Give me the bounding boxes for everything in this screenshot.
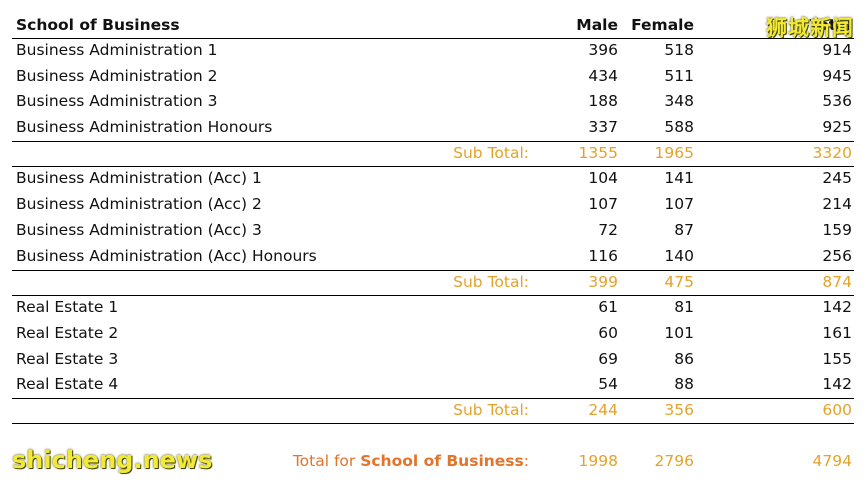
grand-total-prefix: Total for	[292, 452, 361, 470]
program-name: Business Administration (Acc) 3	[16, 221, 262, 239]
total-count: 536	[822, 92, 852, 110]
program-name: Business Administration 1	[16, 41, 218, 59]
female-count: 588	[664, 118, 694, 136]
subtotal-label: Sub Total:	[453, 401, 529, 419]
female-count: 88	[674, 375, 694, 393]
subtotal-male: 244	[588, 401, 618, 419]
table-row: Business Administration 3 188 348 536	[12, 89, 854, 113]
table-row: Business Administration 1 396 518 914	[12, 38, 854, 62]
total-count: 245	[822, 169, 852, 187]
subtotal-divider	[12, 398, 854, 399]
female-count: 518	[664, 41, 694, 59]
subtotal-divider	[12, 270, 854, 271]
grand-total-school: School of Business	[360, 452, 524, 470]
program-name: Real Estate 2	[16, 324, 119, 342]
male-count: 69	[598, 350, 618, 368]
subtotal-male: 1355	[578, 144, 618, 162]
program-name: Business Administration 3	[16, 92, 218, 110]
grand-total-label: Total for School of Business:	[229, 449, 529, 473]
program-name: Real Estate 3	[16, 350, 119, 368]
program-name: Business Administration Honours	[16, 118, 273, 136]
subtotal-divider	[12, 141, 854, 142]
total-count: 142	[822, 375, 852, 393]
subtotal-total: 874	[822, 273, 852, 291]
table-row: Real Estate 4 54 88 142	[12, 372, 854, 396]
male-count: 107	[588, 195, 618, 213]
total-count: 161	[822, 324, 852, 342]
female-count: 511	[664, 67, 694, 85]
table-row: Business Administration (Acc) Honours 11…	[12, 244, 854, 268]
female-count: 101	[664, 324, 694, 342]
grand-total-female: 2796	[654, 452, 694, 470]
subtotal-total: 600	[822, 401, 852, 419]
male-count: 396	[588, 41, 618, 59]
male-count: 54	[598, 375, 618, 393]
group-divider	[12, 166, 854, 167]
table-row: Business Administration (Acc) 1 104 141 …	[12, 166, 854, 190]
header-school-name: School of Business	[16, 16, 180, 34]
header-female: Female	[631, 16, 694, 34]
subtotal-female: 475	[664, 273, 694, 291]
table-row: Real Estate 2 60 101 161	[12, 321, 854, 345]
subtotal-label: Sub Total:	[453, 144, 529, 162]
male-count: 188	[588, 92, 618, 110]
grand-total-row: Total for School of Business: 1998 2796 …	[12, 449, 854, 473]
grand-total-suffix: :	[523, 452, 529, 470]
male-count: 61	[598, 298, 618, 316]
total-count: 214	[822, 195, 852, 213]
total-count: 914	[822, 41, 852, 59]
male-count: 434	[588, 67, 618, 85]
header-male: Male	[576, 16, 618, 34]
female-count: 141	[664, 169, 694, 187]
program-name: Business Administration (Acc) 2	[16, 195, 262, 213]
group-divider	[12, 423, 854, 424]
header-total: Total	[809, 16, 852, 34]
female-count: 348	[664, 92, 694, 110]
subtotal-male: 399	[588, 273, 618, 291]
subtotal-row: Sub Total: 1355 1965 3320	[12, 141, 854, 165]
subtotal-row: Sub Total: 244 356 600	[12, 398, 854, 422]
program-name: Real Estate 1	[16, 298, 119, 316]
subtotal-total: 3320	[812, 144, 852, 162]
subtotal-female: 1965	[654, 144, 694, 162]
program-name: Business Administration 2	[16, 67, 218, 85]
female-count: 87	[674, 221, 694, 239]
total-count: 142	[822, 298, 852, 316]
total-count: 256	[822, 247, 852, 265]
male-count: 104	[588, 169, 618, 187]
female-count: 86	[674, 350, 694, 368]
grand-total-male: 1998	[578, 452, 618, 470]
male-count: 60	[598, 324, 618, 342]
total-count: 925	[822, 118, 852, 136]
table-header: School of Business Male Female Total	[12, 13, 854, 37]
total-count: 945	[822, 67, 852, 85]
total-count: 159	[822, 221, 852, 239]
program-name: Real Estate 4	[16, 375, 119, 393]
program-name: Business Administration (Acc) 1	[16, 169, 262, 187]
group-divider	[12, 295, 854, 296]
table-row: Business Administration (Acc) 2 107 107 …	[12, 192, 854, 216]
subtotal-row: Sub Total: 399 475 874	[12, 270, 854, 294]
table-row: Real Estate 1 61 81 142	[12, 295, 854, 319]
total-count: 155	[822, 350, 852, 368]
table-row: Business Administration (Acc) 3 72 87 15…	[12, 218, 854, 242]
table-row: Real Estate 3 69 86 155	[12, 347, 854, 371]
table-row: Business Administration Honours 337 588 …	[12, 115, 854, 139]
male-count: 72	[598, 221, 618, 239]
female-count: 107	[664, 195, 694, 213]
female-count: 140	[664, 247, 694, 265]
watermark-bottom: shicheng.news	[12, 446, 213, 474]
header-divider	[12, 38, 854, 39]
female-count: 81	[674, 298, 694, 316]
subtotal-female: 356	[664, 401, 694, 419]
program-name: Business Administration (Acc) Honours	[16, 247, 317, 265]
male-count: 116	[588, 247, 618, 265]
watermark-top: 狮城新闻	[766, 16, 854, 40]
subtotal-label: Sub Total:	[453, 273, 529, 291]
table-row: Business Administration 2 434 511 945	[12, 64, 854, 88]
grand-total-total: 4794	[812, 452, 852, 470]
male-count: 337	[588, 118, 618, 136]
